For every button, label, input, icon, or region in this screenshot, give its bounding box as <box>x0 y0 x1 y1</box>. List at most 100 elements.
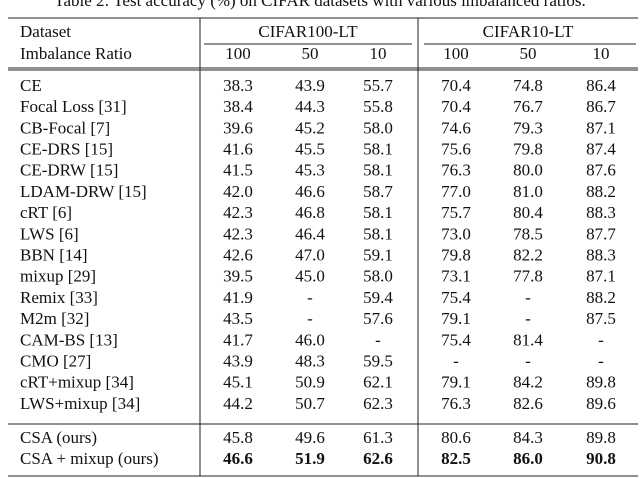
header-cell: CIFAR10-LT <box>483 22 574 41</box>
cell: 86.0 <box>513 449 543 468</box>
cell: 39.5 <box>223 267 253 286</box>
cell: 88.2 <box>586 288 616 307</box>
cell: 87.5 <box>586 309 616 328</box>
cell: 77.8 <box>513 267 543 286</box>
cell: 43.5 <box>223 309 253 328</box>
cell: 49.6 <box>295 428 325 447</box>
cell: 82.2 <box>513 246 543 265</box>
header-cell: CIFAR100-LT <box>258 22 358 41</box>
header-cell: 100 <box>443 44 469 63</box>
cell: 80.6 <box>441 428 471 447</box>
cell: 44.3 <box>295 97 325 116</box>
row-label: Remix [33] <box>20 288 98 307</box>
cell: 89.6 <box>586 394 616 413</box>
header-cell: 50 <box>520 44 537 63</box>
cell: 87.4 <box>586 140 616 159</box>
cell: 88.3 <box>586 203 616 222</box>
cell: 42.3 <box>223 203 253 222</box>
cell: 75.7 <box>441 203 471 222</box>
row-label: cRT+mixup [34] <box>20 373 134 392</box>
cell: - <box>598 352 604 371</box>
cell: 55.8 <box>363 97 393 116</box>
row-label: cRT [6] <box>20 203 72 222</box>
cell: 70.4 <box>441 97 471 116</box>
row-label: Focal Loss [31] <box>20 97 127 116</box>
cell: - <box>375 330 381 349</box>
cell: 43.9 <box>295 76 325 95</box>
cell: 41.7 <box>223 330 253 349</box>
header-cell: 50 <box>302 44 319 63</box>
cell: 89.8 <box>586 373 616 392</box>
cell: 87.7 <box>586 224 616 243</box>
cell: 50.9 <box>295 373 325 392</box>
cell: 86.4 <box>586 76 616 95</box>
cell: 61.3 <box>363 428 393 447</box>
cell: 78.5 <box>513 224 543 243</box>
header-cell: 10 <box>370 44 387 63</box>
row-label: CB-Focal [7] <box>20 118 110 137</box>
caption: Table 2: Test accuracy (%) on CIFAR data… <box>54 0 585 10</box>
cell: 46.8 <box>295 203 325 222</box>
cell: 41.5 <box>223 161 253 180</box>
cell: 75.4 <box>441 330 471 349</box>
cell: 80.0 <box>513 161 543 180</box>
row-label: CSA + mixup (ours) <box>20 449 159 468</box>
cell: 58.1 <box>363 224 393 243</box>
cell: 88.2 <box>586 182 616 201</box>
cell: 58.1 <box>363 140 393 159</box>
cell: 87.1 <box>586 118 616 137</box>
cell: 46.6 <box>223 449 253 468</box>
header-cell: 10 <box>593 44 610 63</box>
cell: 82.5 <box>441 449 471 468</box>
row-label: CSA (ours) <box>20 428 97 447</box>
cell: 42.6 <box>223 246 253 265</box>
cell: 45.1 <box>223 373 253 392</box>
cell: 45.3 <box>295 161 325 180</box>
cell: 80.4 <box>513 203 543 222</box>
row-label: BBN [14] <box>20 246 88 265</box>
cell: 41.9 <box>223 288 253 307</box>
cell: 84.2 <box>513 373 543 392</box>
header-cell: Dataset <box>20 22 71 41</box>
cell: 62.1 <box>363 373 393 392</box>
cell: 87.6 <box>586 161 616 180</box>
cell: 42.3 <box>223 224 253 243</box>
cell: 79.8 <box>513 140 543 159</box>
cell: 74.6 <box>441 118 471 137</box>
cell: 44.2 <box>223 394 253 413</box>
cell: 70.4 <box>441 76 471 95</box>
cell: 48.3 <box>295 352 325 371</box>
cell: - <box>598 330 604 349</box>
row-label: LWS [6] <box>20 224 79 243</box>
cell: 58.0 <box>363 267 393 286</box>
cell: 77.0 <box>441 182 471 201</box>
row-label: LWS+mixup [34] <box>20 394 140 413</box>
cell: 39.6 <box>223 118 253 137</box>
cell: 79.8 <box>441 246 471 265</box>
cell: 76.7 <box>513 97 543 116</box>
cell: 74.8 <box>513 76 543 95</box>
cell: 47.0 <box>295 246 325 265</box>
cell: 45.5 <box>295 140 325 159</box>
cell: 90.8 <box>586 449 616 468</box>
header-cell: 100 <box>225 44 251 63</box>
cell: 46.6 <box>295 182 325 201</box>
cell: 41.6 <box>223 140 253 159</box>
cell: 58.1 <box>363 203 393 222</box>
cell: - <box>525 288 531 307</box>
row-label: CE-DRW [15] <box>20 161 118 180</box>
cell: 45.0 <box>295 267 325 286</box>
cell: 45.2 <box>295 118 325 137</box>
cell: - <box>525 309 531 328</box>
cell: 76.3 <box>441 161 471 180</box>
row-label: CE <box>20 76 42 95</box>
cell: 73.0 <box>441 224 471 243</box>
cell: 43.9 <box>223 352 253 371</box>
cell: 51.9 <box>295 449 325 468</box>
cell: 87.1 <box>586 267 616 286</box>
row-label: CAM-BS [13] <box>20 330 118 349</box>
cell: 86.7 <box>586 97 616 116</box>
cell: 46.4 <box>295 224 325 243</box>
cell: 62.6 <box>363 449 393 468</box>
cell: 59.5 <box>363 352 393 371</box>
